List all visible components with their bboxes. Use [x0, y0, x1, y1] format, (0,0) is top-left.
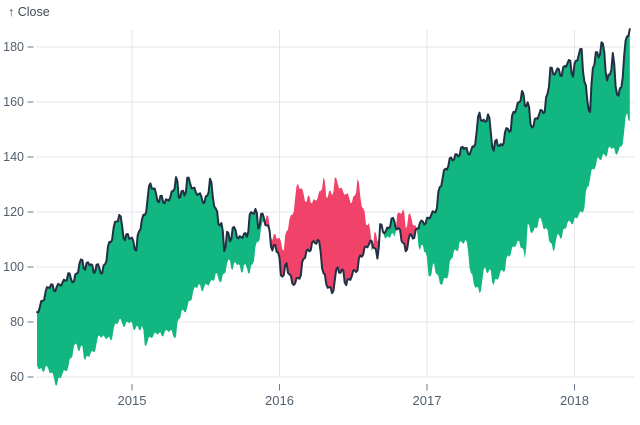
y-tick-label: 180 [3, 40, 24, 54]
negative-area [37, 112, 630, 386]
y-axis-label: ↑ Close [8, 5, 50, 19]
y-tick-label: 100 [3, 260, 24, 274]
x-axis: 2015 2016 2017 2018 [118, 384, 589, 408]
positive-area [37, 29, 630, 386]
y-axis: 60 80 100 120 140 160 180 [3, 40, 34, 384]
x-tick-label: 2015 [118, 393, 147, 408]
y-tick-label: 160 [3, 95, 24, 109]
x-tick-label: 2017 [413, 393, 442, 408]
x-tick-label: 2018 [560, 393, 589, 408]
close-line [36, 28, 631, 314]
y-tick-label: 140 [3, 150, 24, 164]
y-tick-label: 120 [3, 205, 24, 219]
y-tick-label: 80 [10, 315, 24, 329]
y-tick-label: 60 [10, 370, 24, 384]
x-tick-label: 2016 [265, 393, 294, 408]
